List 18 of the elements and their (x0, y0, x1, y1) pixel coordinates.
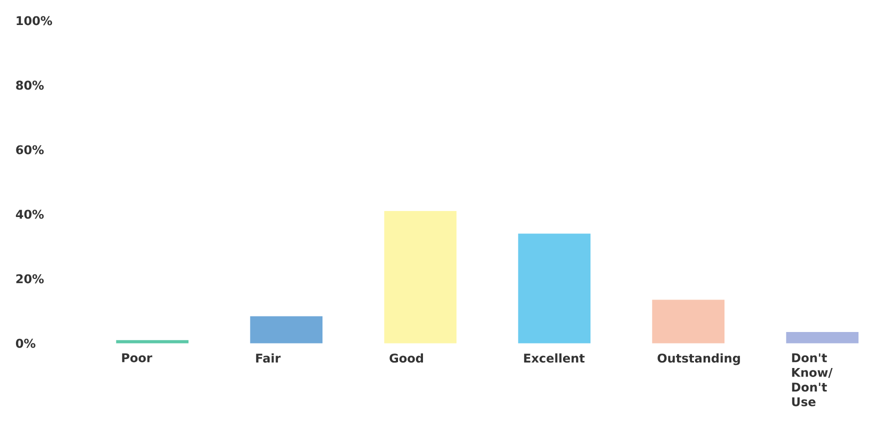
y-tick-label: 60% (16, 145, 44, 154)
x-tick-label: Don't Know/ Don't Use (792, 353, 833, 406)
bar (116, 340, 189, 344)
y-tick-label: 40% (16, 210, 44, 219)
bar (384, 211, 457, 344)
x-tick-label: Poor (122, 353, 152, 362)
y-tick-label: 100% (16, 16, 52, 26)
y-tick-label: 80% (16, 80, 44, 90)
x-tick-label: Outstanding (658, 353, 740, 366)
y-tick-label: 20% (16, 274, 44, 284)
x-tick-label: Good (390, 353, 423, 363)
x-tick-label: Excellent (524, 353, 585, 363)
bar (786, 332, 859, 344)
bar (652, 300, 725, 344)
x-tick-label: Fair (256, 353, 281, 363)
y-tick-label: 0% (16, 338, 36, 348)
bar (518, 234, 591, 344)
bar (250, 316, 323, 344)
